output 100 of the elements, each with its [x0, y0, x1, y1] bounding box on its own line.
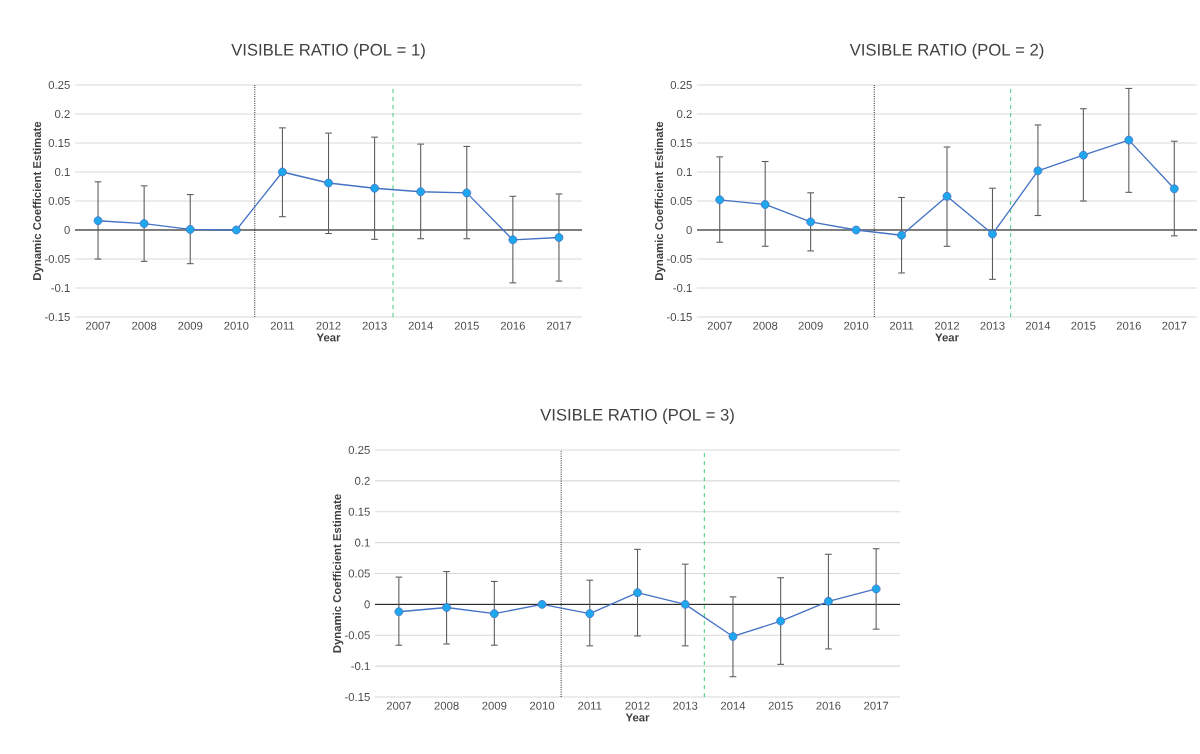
- x-tick-label: 2011: [270, 321, 295, 330]
- point: [554, 233, 564, 242]
- x-tick-label: 2016: [500, 321, 525, 330]
- point: [760, 200, 770, 209]
- x-tick-label: 2015: [1071, 321, 1096, 330]
- x-tick-label: 2017: [864, 701, 889, 710]
- point: [537, 599, 547, 609]
- point: [585, 609, 595, 619]
- point: [1169, 184, 1179, 194]
- x-tick-label: 2008: [434, 701, 459, 710]
- point: [806, 217, 816, 227]
- y-tick-label: 0.1: [354, 538, 370, 547]
- y-axis-title: Dynamic Coefficient Estimate: [332, 494, 344, 653]
- y-tick-label: 0: [686, 225, 692, 234]
- y-tick-label: -0.05: [666, 254, 692, 263]
- x-tick-label: 2009: [482, 701, 507, 710]
- point: [1033, 166, 1043, 176]
- x-tick-label: 2009: [178, 321, 203, 330]
- x-axis-title: Year: [625, 713, 650, 722]
- point: [776, 616, 786, 626]
- point: [489, 609, 499, 619]
- point: [851, 225, 861, 235]
- y-tick-label: 0.25: [348, 446, 370, 455]
- y-tick-label: 0.05: [48, 196, 70, 205]
- y-tick-label: -0.1: [351, 662, 370, 671]
- x-tick-label: 2007: [86, 321, 111, 330]
- y-tick-label: 0: [64, 225, 70, 234]
- x-tick-label: 2013: [673, 701, 698, 710]
- x-tick-label: 2016: [1116, 321, 1141, 330]
- point: [871, 584, 881, 594]
- y-tick-label: -0.05: [344, 631, 370, 640]
- y-tick-label: 0.15: [670, 138, 692, 147]
- chart-title: VISIBLE RATIO (POL = 3): [540, 408, 734, 424]
- x-tick-label: 2007: [707, 321, 732, 330]
- point: [231, 225, 241, 235]
- point: [942, 191, 952, 201]
- y-tick-label: 0.2: [676, 109, 692, 118]
- point: [185, 225, 195, 234]
- y-tick-label: 0: [364, 600, 370, 609]
- x-tick-label: 2012: [316, 321, 341, 330]
- chart-title: VISIBLE RATIO (POL = 1): [231, 43, 425, 59]
- point: [93, 216, 103, 226]
- y-tick-label: -0.05: [44, 254, 70, 263]
- y-tick-label: 0.15: [48, 138, 70, 147]
- point: [278, 167, 287, 177]
- point: [680, 599, 690, 609]
- y-tick-label: -0.1: [673, 283, 692, 292]
- x-tick-label: 2012: [625, 701, 650, 710]
- x-tick-label: 2011: [889, 321, 914, 330]
- x-tick-label: 2008: [132, 321, 157, 330]
- x-tick-label: 2014: [408, 321, 433, 330]
- point: [394, 607, 404, 617]
- chart-title: VISIBLE RATIO (POL = 2): [849, 43, 1044, 59]
- x-tick-label: 2012: [934, 321, 960, 330]
- x-axis-title: Year: [316, 333, 341, 342]
- x-tick-label: 2010: [224, 321, 249, 330]
- point: [324, 178, 333, 188]
- y-axis-title: Dynamic Coefficient Estimate: [32, 121, 44, 280]
- x-tick-label: 2008: [753, 321, 778, 330]
- y-tick-label: 0.2: [54, 109, 70, 118]
- y-tick-label: 0.1: [676, 167, 692, 176]
- y-tick-label: 0.15: [348, 507, 370, 516]
- point: [715, 195, 725, 205]
- point: [633, 588, 642, 598]
- x-tick-label: 2010: [530, 701, 555, 710]
- x-tick-label: 2013: [980, 321, 1005, 330]
- y-tick-label: -0.15: [666, 312, 692, 321]
- x-tick-label: 2015: [768, 701, 793, 710]
- point: [370, 183, 379, 193]
- y-axis-title: Dynamic Coefficient Estimate: [654, 121, 666, 280]
- point: [139, 219, 149, 229]
- x-tick-label: 2017: [546, 321, 571, 330]
- x-tick-label: 2009: [798, 321, 823, 330]
- point: [897, 230, 906, 240]
- point: [824, 596, 833, 606]
- x-tick-label: 2015: [454, 321, 479, 330]
- y-tick-label: -0.1: [51, 283, 70, 292]
- x-tick-label: 2013: [362, 321, 387, 330]
- x-tick-label: 2014: [1025, 321, 1051, 330]
- y-tick-label: 0.2: [354, 476, 370, 485]
- x-axis-title: Year: [935, 333, 959, 342]
- x-tick-label: 2016: [816, 701, 841, 710]
- y-tick-label: -0.15: [44, 312, 70, 321]
- y-tick-label: 0.25: [48, 80, 70, 89]
- x-tick-label: 2017: [1162, 321, 1187, 330]
- x-tick-label: 2010: [844, 321, 869, 330]
- y-tick-label: -0.15: [344, 693, 370, 702]
- point: [462, 188, 472, 198]
- x-tick-label: 2014: [720, 701, 746, 710]
- y-tick-label: 0.05: [348, 569, 370, 578]
- point: [1124, 135, 1134, 145]
- point: [416, 187, 426, 197]
- y-tick-label: 0.25: [670, 80, 692, 89]
- point: [1078, 150, 1088, 160]
- y-tick-label: 0.1: [54, 167, 70, 176]
- y-tick-label: 0.05: [670, 196, 692, 205]
- point: [508, 235, 518, 245]
- point: [442, 603, 451, 612]
- point: [728, 632, 738, 641]
- x-tick-label: 2007: [386, 701, 411, 710]
